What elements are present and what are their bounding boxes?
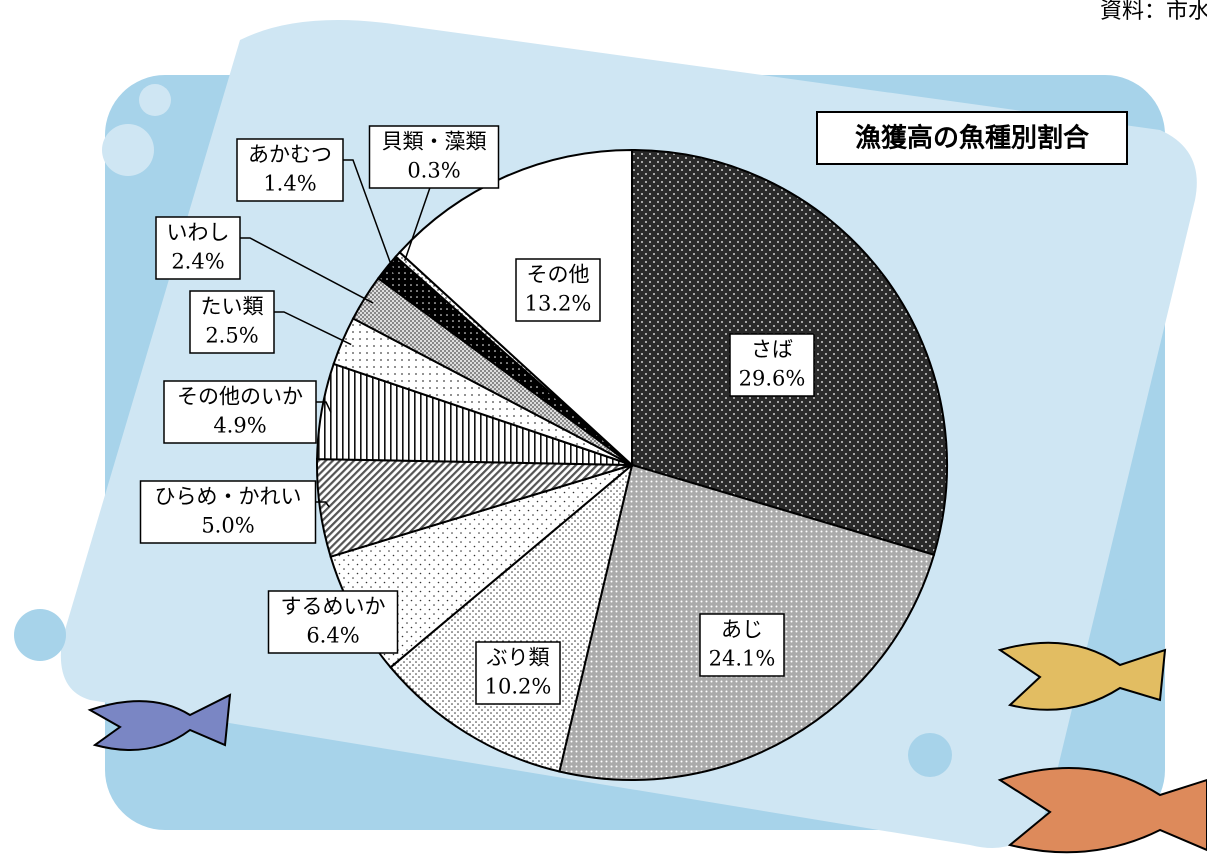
bubble bbox=[14, 609, 66, 661]
bubble bbox=[1105, 560, 1145, 600]
label-box bbox=[139, 480, 317, 544]
bubble bbox=[139, 84, 171, 116]
category-label: あかむつ bbox=[248, 143, 332, 167]
value-label: 6.4% bbox=[306, 624, 359, 648]
category-label: ひらめ・かれい bbox=[155, 485, 302, 509]
category-label: さば bbox=[751, 338, 793, 362]
leader-line bbox=[315, 501, 330, 508]
leader-line bbox=[316, 401, 332, 413]
fish bbox=[87, 641, 1207, 854]
source: 資料：市水産 bbox=[1100, 0, 1207, 24]
value-label: 24.1% bbox=[709, 647, 776, 671]
leader-line bbox=[343, 159, 395, 274]
value-label: 4.9% bbox=[213, 414, 266, 438]
category-label: その他 bbox=[527, 263, 590, 287]
value-label: 13.2% bbox=[525, 292, 592, 316]
label-box bbox=[729, 333, 815, 397]
title-box bbox=[816, 111, 1128, 165]
value-label: 2.5% bbox=[205, 324, 258, 348]
category-label: するめいか bbox=[281, 595, 386, 619]
pie bbox=[316, 148, 948, 781]
label-box bbox=[189, 290, 275, 354]
value-label: 5.0% bbox=[201, 514, 254, 538]
leader-line bbox=[240, 237, 374, 304]
labels: さば 29.6% あじ 24.1% ぶり類 10.2% するめいか 6.4% ひらめ・かれい 5.… bbox=[139, 125, 815, 705]
label-box bbox=[163, 380, 317, 444]
category-label: あじ bbox=[721, 618, 763, 642]
label-box bbox=[699, 613, 785, 677]
leader-line bbox=[274, 311, 352, 346]
label-box bbox=[368, 125, 500, 189]
value-label: 2.4% bbox=[171, 250, 224, 274]
category-label: いわし bbox=[167, 221, 230, 245]
value-label: 1.4% bbox=[263, 172, 316, 196]
bubble bbox=[102, 124, 154, 176]
label-box bbox=[475, 641, 561, 705]
value-label: 0.3% bbox=[407, 159, 460, 183]
category-label: ぶり類 bbox=[487, 646, 550, 670]
value-label: 10.2% bbox=[485, 675, 552, 699]
slice bbox=[389, 462, 634, 773]
chart-title: 漁獲高の魚種別割合 bbox=[855, 123, 1090, 154]
label-box bbox=[515, 258, 601, 322]
label-box bbox=[155, 216, 241, 280]
category-label: たい類 bbox=[201, 295, 264, 319]
label-box bbox=[267, 590, 399, 654]
value-label: 29.6% bbox=[739, 367, 806, 391]
category-label: その他のいか bbox=[177, 385, 303, 409]
category-label: 貝類・藻類 bbox=[382, 130, 487, 154]
bubble bbox=[908, 733, 952, 777]
label-box bbox=[236, 138, 344, 202]
